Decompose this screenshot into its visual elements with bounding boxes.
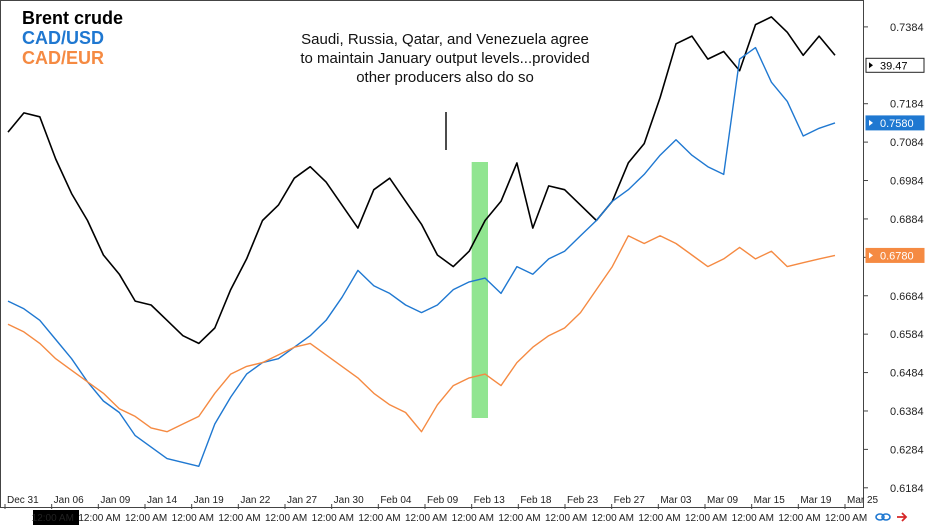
y-tick-label: 0.6684	[890, 291, 924, 303]
x-time-label: 12:00 AM	[265, 513, 307, 524]
x-date-label: Mar 25	[847, 495, 879, 506]
y-tick-label: 0.6184	[890, 483, 924, 495]
x-time-label: 12:00 AM	[732, 513, 774, 524]
y-tick-label: 0.7384	[890, 22, 924, 34]
x-date-label: Feb 27	[614, 495, 646, 506]
series-line-1	[7, 46, 836, 467]
y-tick-label: 0.6284	[890, 444, 924, 456]
x-date-label: Mar 09	[707, 495, 739, 506]
x-date-label: Dec 31	[7, 495, 39, 506]
x-time-label: 12:00 AM	[405, 513, 447, 524]
price-tag-marker	[869, 119, 873, 126]
price-tag	[865, 247, 925, 263]
x-date-label: Feb 18	[520, 495, 552, 506]
y-tick-label: 0.6384	[890, 406, 924, 418]
x-date-label: Jan 09	[100, 495, 130, 506]
y-tick-label: 0.7184	[890, 99, 924, 111]
series-line-0	[7, 16, 836, 345]
x-time-label: 12:00 AM	[825, 513, 867, 524]
x-date-label: Jan 06	[54, 495, 84, 506]
legend-cadeur: CAD/EUR	[22, 48, 105, 68]
x-time-label: 12:00 AM	[592, 513, 634, 524]
time-axis-dark-block	[33, 510, 79, 525]
annotation-text: Saudi, Russia, Qatar, and Venezuela agre…	[300, 31, 590, 86]
x-date-label: Mar 15	[754, 495, 786, 506]
x-time-label: 12:00 AM	[778, 513, 820, 524]
y-tick-label: 0.6584	[890, 329, 924, 341]
x-time-label: 12:00 AM	[218, 513, 260, 524]
x-time-label: 12:00 AM	[685, 513, 727, 524]
x-date-label: Feb 09	[427, 495, 459, 506]
x-date-label: Mar 03	[660, 495, 692, 506]
x-time-label: 12:00 AM	[452, 513, 494, 524]
x-date-label: Feb 04	[380, 495, 412, 506]
y-tick-label: 0.6884	[890, 214, 924, 226]
y-tick-label: 0.7084	[890, 137, 924, 149]
price-tag	[865, 115, 925, 131]
price-tag	[865, 57, 925, 73]
legend-cadusd: CAD/USD	[22, 28, 105, 48]
price-tag-marker	[869, 62, 873, 69]
price-tag-label: 39.47	[880, 60, 908, 72]
price-tag-label: 0.7580	[880, 118, 914, 130]
arrow-right-icon[interactable]	[897, 512, 908, 522]
x-date-label: Jan 30	[334, 495, 364, 506]
x-time-label: 12:00 AM	[545, 513, 587, 524]
legend-brent: Brent crude	[22, 8, 124, 28]
x-time-label: 12:00 AM	[78, 513, 120, 524]
x-time-label: 12:00 AM	[358, 513, 400, 524]
x-date-label: Feb 13	[474, 495, 506, 506]
price-tag-marker	[869, 252, 873, 259]
x-time-label: 12:00 AM	[32, 513, 74, 524]
time-axis-background	[0, 508, 864, 525]
link-icon[interactable]	[875, 513, 891, 521]
y-tick-label: 0.6484	[890, 368, 924, 380]
price-tag-label: 0.6780	[880, 250, 914, 262]
x-time-label: 12:00 AM	[125, 513, 167, 524]
x-time-label: 12:00 AM	[172, 513, 214, 524]
y-tick-label: 0.6984	[890, 176, 924, 188]
x-time-label: 12:00 AM	[312, 513, 354, 524]
x-date-label: Jan 14	[147, 495, 177, 506]
x-date-label: Feb 23	[567, 495, 599, 506]
x-time-label: 12:00 AM	[638, 513, 680, 524]
event-highlight	[471, 162, 488, 418]
x-date-label: Jan 27	[287, 495, 317, 506]
x-time-label: 12:00 AM	[498, 513, 540, 524]
series-line-2	[7, 235, 836, 433]
x-date-label: Mar 19	[800, 495, 832, 506]
x-date-label: Jan 19	[194, 495, 224, 506]
x-date-label: Jan 22	[240, 495, 270, 506]
